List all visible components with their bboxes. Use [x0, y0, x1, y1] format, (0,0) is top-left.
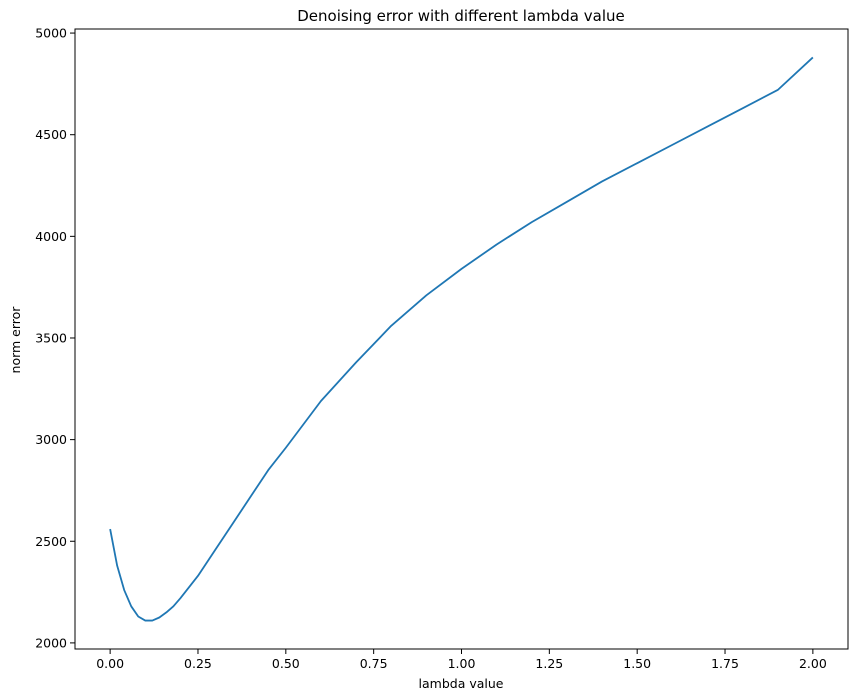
plot-area: 0.00 0.25 0.50 0.75 1.00 1.25 1.50 1.75 2.00 2000…: [35, 26, 849, 671]
x-axis-label: lambda value: [419, 676, 504, 691]
y-tick-label: 3000: [35, 432, 67, 447]
y-tick-label: 4500: [35, 127, 67, 142]
y-tick-label: 2500: [35, 534, 67, 549]
x-tick-label: 0.75: [360, 656, 388, 671]
x-tick-label: 1.25: [535, 656, 563, 671]
y-tick-label: 3500: [35, 330, 67, 345]
x-tick-label: 1.50: [623, 656, 651, 671]
x-tick-label: 1.75: [711, 656, 739, 671]
x-tick-label: 2.00: [799, 656, 827, 671]
x-tick-label: 0.00: [96, 656, 124, 671]
y-tick-label: 5000: [35, 26, 67, 41]
x-tick-label: 1.00: [448, 656, 476, 671]
x-tick-label: 0.25: [184, 656, 212, 671]
y-axis-label: norm error: [8, 306, 23, 374]
series-line-0: [109, 56, 814, 622]
y-tick-label: 2000: [35, 635, 67, 650]
y-tick-label: 4000: [35, 229, 67, 244]
x-tick-label: 0.50: [272, 656, 300, 671]
chart-title: Denoising error with different lambda va…: [297, 7, 625, 25]
